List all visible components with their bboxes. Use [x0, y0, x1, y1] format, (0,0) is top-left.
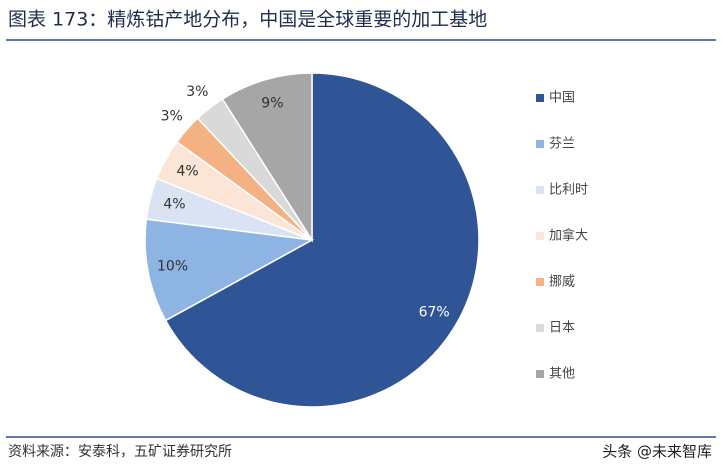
- source: 资料来源：安泰科，五矿证券研究所: [8, 444, 232, 460]
- legend-swatch: [536, 278, 544, 286]
- data-label: 4%: [176, 164, 198, 180]
- data-label: 67%: [419, 304, 450, 320]
- data-label: 10%: [157, 259, 188, 275]
- legend-label: 比利时: [549, 183, 588, 198]
- legend-swatch: [536, 370, 544, 378]
- legend-swatch: [536, 232, 544, 240]
- legend-swatch: [536, 324, 544, 332]
- legend-swatch: [536, 140, 544, 148]
- legend-swatch: [536, 94, 544, 102]
- watermark: 头条 @未来智库: [602, 443, 712, 461]
- legend-label: 芬兰: [549, 137, 575, 152]
- chart-title: 图表 173：精炼钴产地分布，中国是全球重要的加工基地: [8, 9, 487, 31]
- pie-slice: [221, 72, 313, 243]
- legend-label: 中国: [549, 91, 575, 106]
- pie-slice: [144, 218, 315, 322]
- legend-label: 其他: [549, 367, 575, 382]
- legend-label: 日本: [549, 321, 575, 336]
- data-label: 4%: [163, 197, 185, 213]
- legend-label: 加拿大: [549, 228, 588, 244]
- data-label: 3%: [161, 108, 183, 124]
- data-label: 9%: [261, 96, 283, 112]
- pie-slice: [164, 72, 480, 408]
- data-label: 3%: [186, 84, 208, 100]
- legend-swatch: [536, 186, 544, 194]
- legend-label: 挪威: [549, 275, 575, 290]
